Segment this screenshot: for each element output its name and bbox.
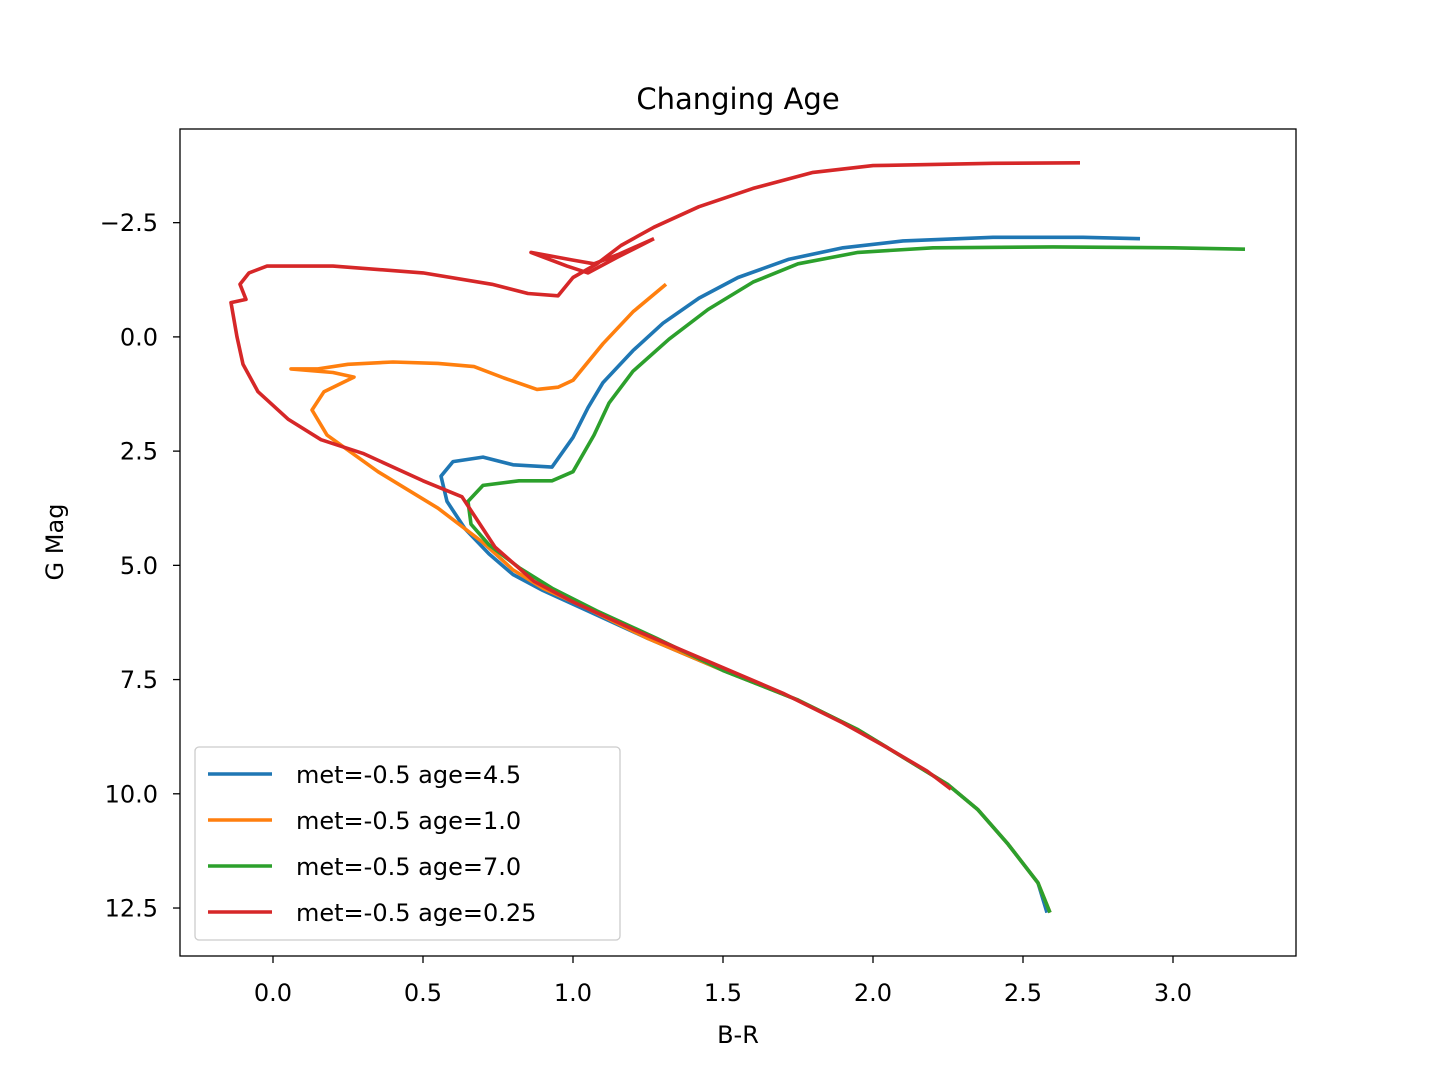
legend-label: met=-0.5 age=4.5 (296, 761, 521, 789)
legend-label: met=-0.5 age=0.25 (296, 899, 536, 927)
legend-box (194, 746, 621, 941)
x-tick-label: 0.0 (254, 979, 292, 1007)
x-axis-ticks: 0.0 0.5 1.0 1.5 2.0 2.5 3.0 (254, 956, 1192, 1007)
y-tick-label: 7.5 (120, 666, 158, 694)
plot-frame (179, 128, 1297, 957)
x-tick-label: 0.5 (404, 979, 442, 1007)
legend-label: met=-0.5 age=1.0 (296, 807, 521, 835)
y-axis-ticks: −2.5 0.0 2.5 5.0 7.5 10.0 12.5 (100, 209, 180, 923)
x-tick-label: 2.0 (854, 979, 892, 1007)
series-layer (229, 161, 1246, 914)
y-tick-label: −2.5 (100, 209, 158, 237)
chart-title: Changing Age (636, 82, 839, 116)
y-tick-label: 2.5 (120, 438, 158, 466)
x-tick-label: 3.0 (1154, 979, 1192, 1007)
x-axis-label: B-R (717, 1021, 759, 1049)
y-tick-label: 0.0 (120, 323, 158, 351)
x-tick-label: 1.5 (704, 979, 742, 1007)
x-tick-label: 1.0 (554, 979, 592, 1007)
legend: met=-0.5 age=4.5 met=-0.5 age=1.0 met=-0.5… (194, 746, 621, 941)
legend-label: met=-0.5 age=7.0 (296, 853, 521, 881)
series-line-4 (529, 237, 655, 275)
y-tick-label: 10.0 (105, 780, 158, 808)
series-line-3 (229, 161, 1081, 791)
y-tick-label: 12.5 (105, 895, 158, 923)
y-axis-label: G Mag (41, 504, 69, 581)
y-tick-label: 5.0 (120, 552, 158, 580)
x-tick-label: 2.5 (1004, 979, 1042, 1007)
